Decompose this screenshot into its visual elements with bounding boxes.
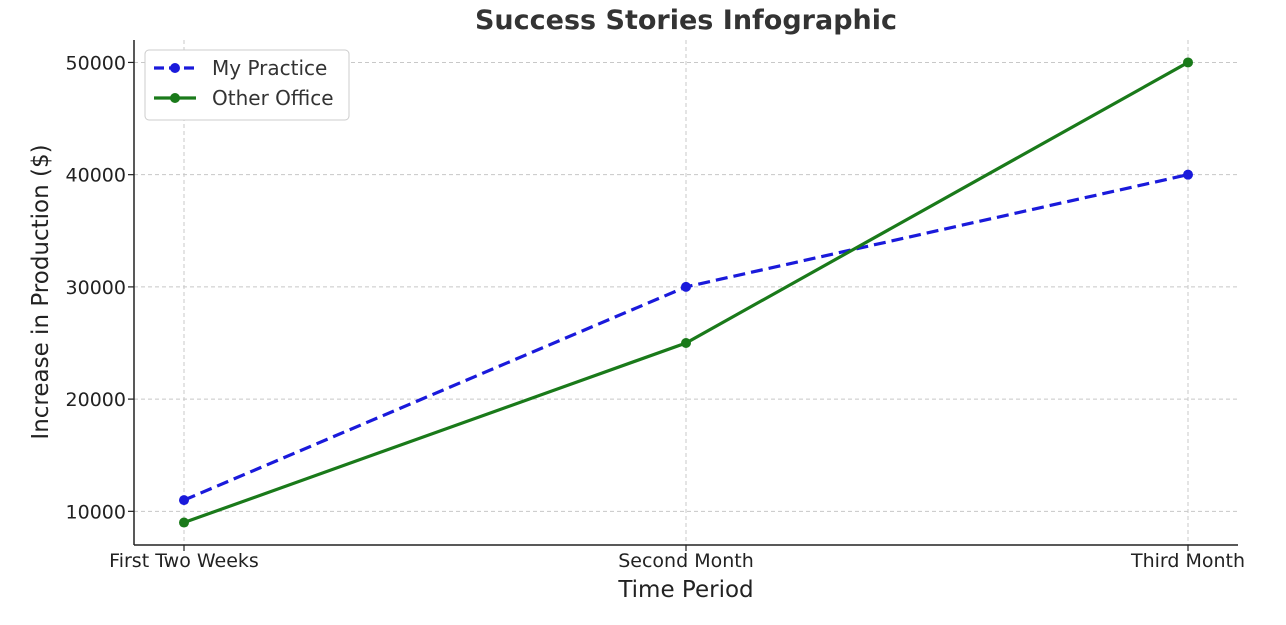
legend-marker-1 [170, 93, 180, 103]
chart-title: Success Stories Infographic [475, 5, 897, 36]
series-0-point-2 [1183, 169, 1193, 180]
legend-label-0: My Practice [212, 56, 327, 80]
y-tick-label-4: 50000 [66, 52, 126, 74]
grid-lines [134, 40, 1238, 545]
y-tick-label-2: 30000 [66, 277, 126, 299]
axis-ticks: 10000 20000 30000 40000 50000 First Two Weeks… [66, 52, 1245, 572]
series-1-point-0 [179, 517, 189, 528]
legend: My Practice Other Office [144, 49, 350, 121]
x-tick-label-2: Third Month [1130, 550, 1245, 572]
series-0-point-0 [179, 495, 189, 506]
y-tick-label-0: 10000 [66, 501, 126, 523]
x-axis-label: Time Period [617, 577, 753, 603]
x-tick-label-0: First Two Weeks [109, 550, 259, 572]
x-tick-label-1: Second Month [618, 550, 754, 572]
y-tick-label-3: 40000 [66, 165, 126, 187]
y-axis-label: Increase in Production ($) [28, 144, 54, 439]
series-1-point-1 [681, 338, 691, 348]
series-lines [179, 57, 1193, 528]
legend-label-1: Other Office [212, 86, 334, 110]
legend-box [144, 49, 350, 121]
series-0-point-1 [681, 281, 691, 292]
y-tick-label-1: 20000 [66, 389, 126, 411]
legend-marker-0 [170, 63, 180, 73]
series-1-point-2 [1183, 57, 1193, 68]
